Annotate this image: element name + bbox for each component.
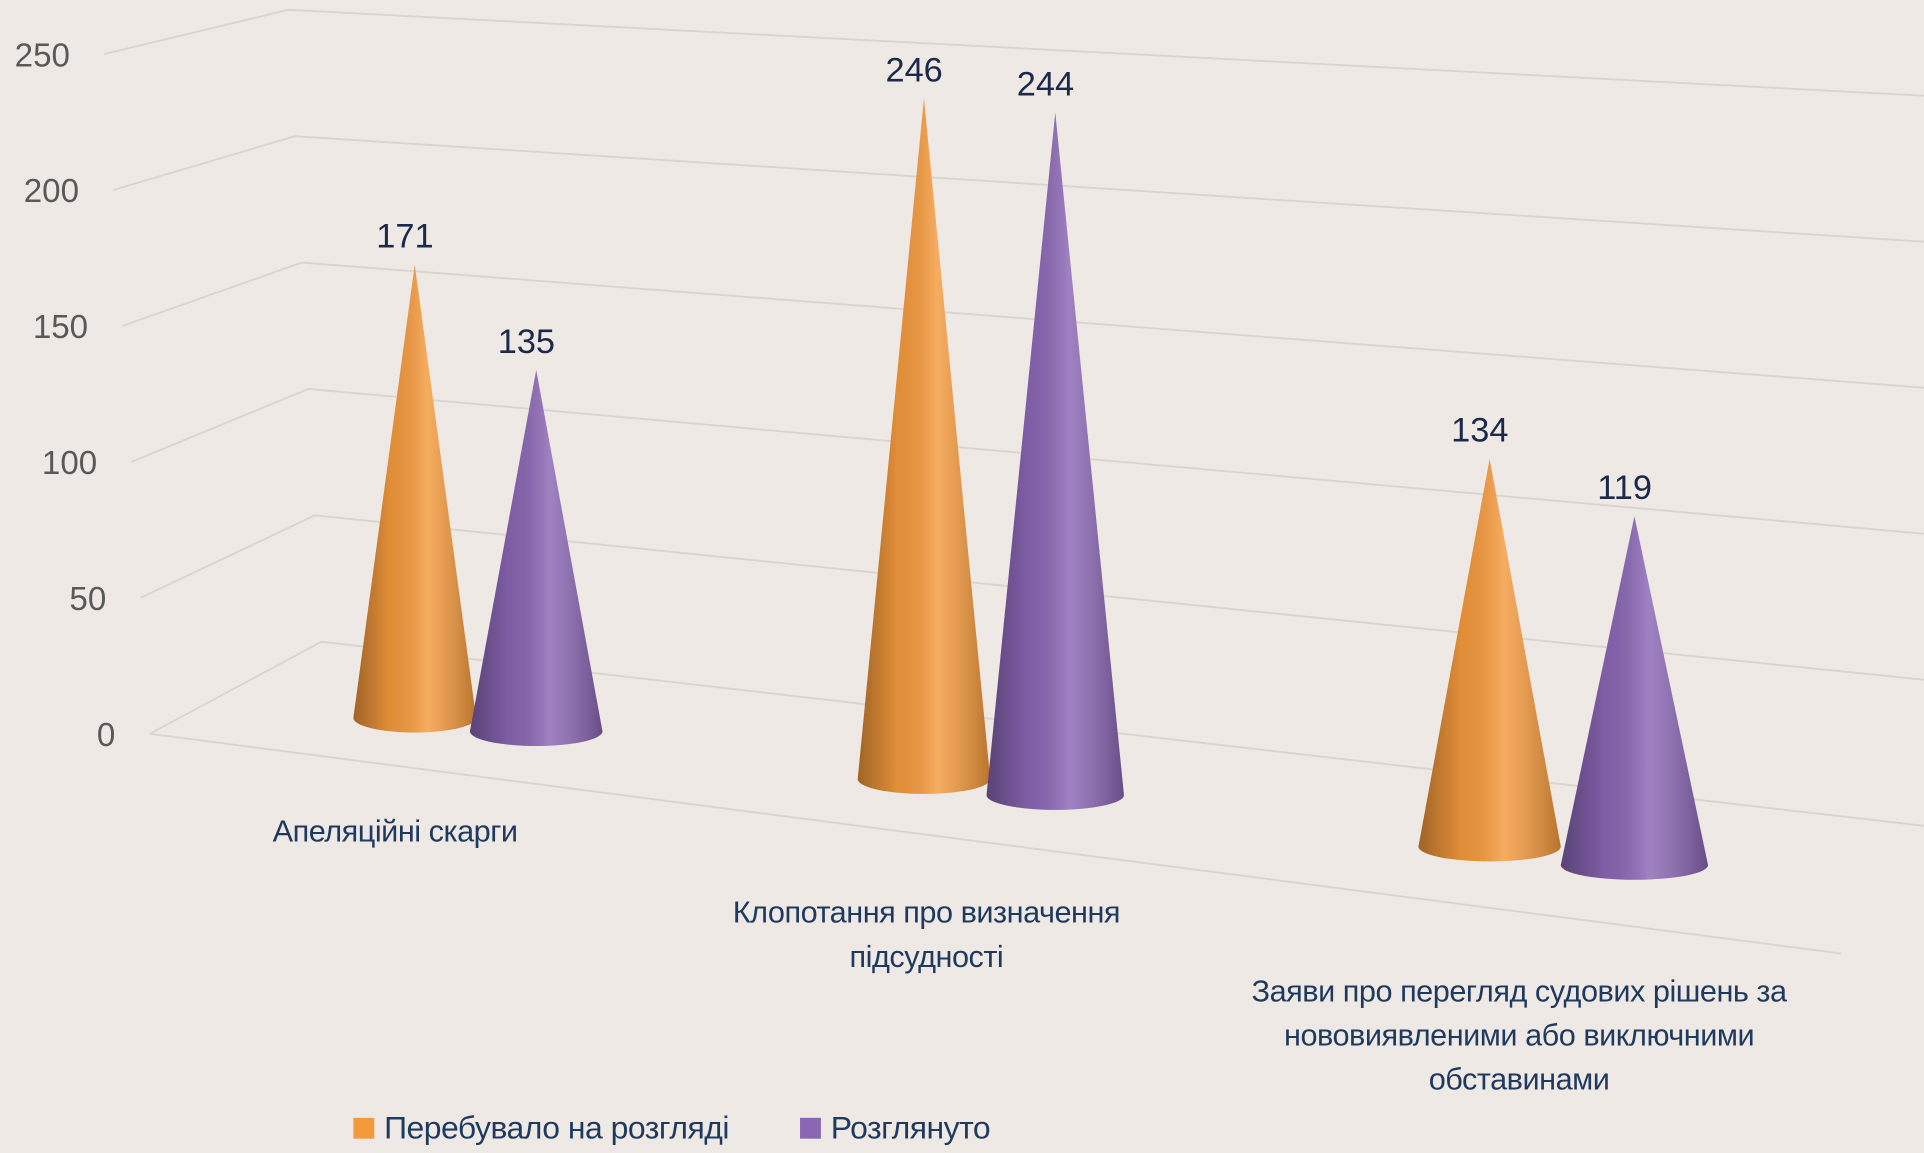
data-label: 246 [885, 51, 942, 89]
grid-line [104, 8, 1924, 97]
grid-line [131, 388, 1924, 535]
cone-shade [1418, 458, 1561, 862]
y-tick-label: 0 [97, 717, 115, 754]
grid-line [122, 261, 1924, 389]
y-tick-label: 200 [24, 173, 79, 210]
y-tick-label: 250 [15, 37, 70, 74]
cone-shade [1560, 516, 1709, 880]
y-tick-label: 100 [42, 445, 97, 482]
y-tick-label: 50 [69, 581, 106, 618]
grid-line [140, 514, 1924, 681]
legend-item: Розглянуто [800, 1109, 991, 1147]
grid-line [113, 135, 1924, 243]
x-category-label: Апеляційні скарги [272, 814, 518, 850]
x-category-label: Заяви про перегляд судових рішень за нов… [1251, 974, 1787, 1097]
legend-swatch [353, 1117, 375, 1139]
y-tick-label: 150 [33, 309, 88, 346]
cone-shade [469, 370, 603, 747]
legend-swatch [800, 1117, 821, 1139]
data-label: 135 [498, 323, 555, 361]
data-label: 244 [1017, 65, 1074, 103]
x-category-label: Клопотання про визначення підсудності [732, 895, 1121, 975]
floor-edge [149, 732, 1841, 955]
legend-label: Розглянуто [830, 1109, 991, 1147]
data-label: 134 [1451, 412, 1508, 450]
cone-shade [986, 112, 1124, 810]
data-label: 171 [376, 217, 433, 255]
legend-label: Перебувало на розгляді [384, 1109, 730, 1147]
grid-line [149, 640, 1924, 827]
data-label: 119 [1597, 469, 1652, 507]
legend-item: Перебувало на розгляді [353, 1109, 730, 1147]
cone-shade [353, 264, 477, 733]
cone-shade [857, 98, 991, 794]
